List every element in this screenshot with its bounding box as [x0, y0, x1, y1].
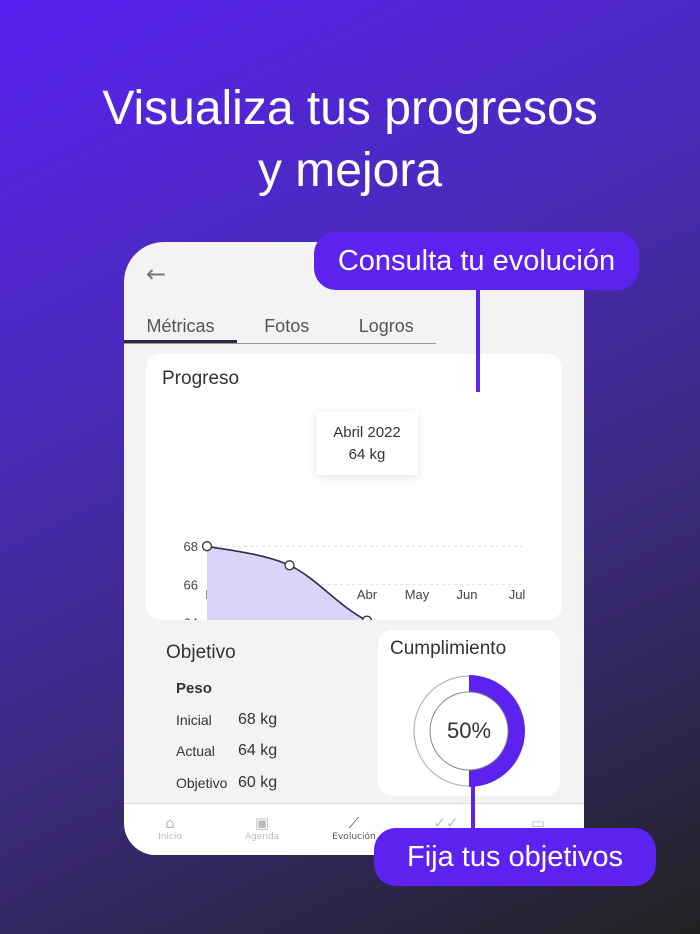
headline-line-1: Visualiza tus progresos [102, 82, 598, 135]
nav-inicio[interactable]: ⌂ Inicio [124, 804, 216, 855]
area-fill [207, 546, 366, 620]
progress-title: Progreso [162, 368, 240, 389]
tooltip-value: 64 kg [348, 446, 386, 463]
chart-tooltip: Abril 2022 64 kg [316, 411, 418, 475]
row-value: 64 kg [238, 742, 278, 759]
nav-label: Inicio [158, 832, 182, 842]
x-tick-label: Abr [357, 587, 378, 602]
callout-top-connector [476, 288, 480, 392]
completion-donut [413, 675, 525, 787]
callout-bottom: Fija tus objetivos [374, 828, 656, 886]
nav-video[interactable]: ▭ [492, 804, 584, 855]
video-icon: ▭ [530, 814, 546, 832]
nav-label: Agenda [244, 832, 280, 842]
completion-percent: 50% [446, 718, 492, 743]
phone-screen: ← Métricas Fotos Logros Progreso 68 66 64 6… [124, 242, 584, 855]
y-tick-label: 66 [184, 577, 198, 592]
progress-chart: 6866646260EneFebMarAbrMayJunJul [184, 539, 526, 620]
x-tick-label: Jul [509, 587, 526, 602]
row-value: 60 kg [238, 774, 278, 791]
callout-top: Consulta tu evolución [314, 232, 639, 290]
objective-title: Objetivo [166, 642, 236, 663]
y-tick-label: 68 [184, 539, 198, 554]
series-line [206, 545, 368, 620]
objective-metric: Peso [176, 680, 212, 697]
nav-agenda[interactable]: ▣ Agenda [216, 804, 308, 855]
completion-card: Cumplimiento 50% [378, 630, 560, 796]
nav-check[interactable]: ✓✓ [400, 804, 492, 855]
completion-title: Cumplimiento [390, 638, 507, 659]
nav-evolucion[interactable]: ⟋ Evolución [308, 804, 400, 855]
row-label: Inicial [176, 712, 212, 728]
data-point [201, 541, 213, 552]
row-label: Actual [176, 743, 215, 759]
x-tick-label: Jun [457, 587, 478, 602]
headline: Visualiza tus progresos y mejora [0, 78, 700, 202]
y-tick-label: 64 [184, 616, 198, 620]
arrow-left-icon[interactable]: ← [146, 260, 167, 288]
row-value: 68 kg [238, 711, 278, 728]
x-tick-label: May [405, 587, 430, 602]
donut-inner [429, 691, 509, 771]
headline-line-2: y mejora [257, 144, 443, 197]
callout-bottom-connector [471, 786, 475, 832]
data-point [284, 560, 295, 571]
nav-label: Evolución [332, 832, 376, 842]
tab-metricas[interactable]: Métricas [124, 316, 237, 343]
chart-icon: ⟋ [348, 814, 360, 832]
home-icon: ⌂ [165, 814, 175, 832]
check-icon: ✓✓ [433, 814, 459, 832]
calendar-icon: ▣ [254, 814, 270, 832]
row-label: Objetivo [176, 775, 228, 791]
tooltip-title: Abril 2022 [333, 424, 401, 441]
tab-fotos[interactable]: Fotos [264, 316, 310, 336]
progress-card: Progreso 6866646260EneFebMarAbrMayJunJul… [146, 354, 562, 620]
tab-bar: Métricas Fotos Logros [124, 316, 436, 344]
data-point [361, 615, 373, 620]
tab-logros[interactable]: Logros [358, 316, 414, 336]
